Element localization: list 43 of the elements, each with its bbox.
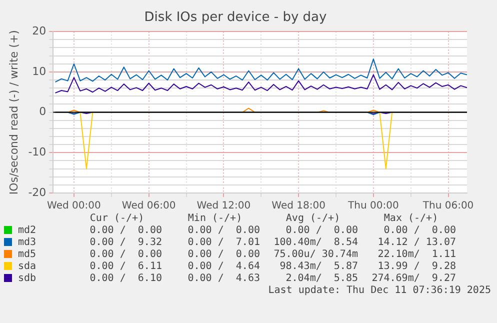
text: 274.69m/ 9.27 <box>370 273 457 285</box>
text: 98.43m/ 5.87 <box>278 261 359 273</box>
text: 0.00 / 0.00 <box>88 225 163 237</box>
y-tick-label: -10 <box>28 146 46 159</box>
x-tick-label: Wed 18:00 <box>272 200 326 212</box>
y-tick-label: 20 <box>32 24 46 38</box>
text: 0.00 / 0.00 <box>186 249 261 261</box>
text: 2.04m/ 5.85 <box>284 273 359 285</box>
legend-label: md5 <box>17 249 38 261</box>
text: Last update: Thu Dec 11 07:36:19 2025 <box>267 285 492 297</box>
y-tick-label: -20 <box>28 186 46 199</box>
text: 0.00 / 6.10 <box>88 273 163 285</box>
y-axis-title: IOs/second read (-) / write (+) <box>7 30 20 195</box>
text: Min (-/+) <box>186 213 244 225</box>
text: 0.00 / 0.00 <box>382 225 457 237</box>
legend-label: md2 <box>17 225 38 237</box>
x-tick-label: Thu 06:00 <box>422 200 474 212</box>
text: 0.00 / 6.11 <box>88 261 163 273</box>
text: Cur (-/+) <box>88 213 146 225</box>
text: 0.00 / 0.00 <box>284 225 359 237</box>
legend-label: sdb <box>17 273 38 285</box>
text: 0.00 / 4.63 <box>186 273 261 285</box>
text: 13.99 / 9.28 <box>376 261 457 273</box>
legend-label: sda <box>17 261 38 273</box>
legend-label: md3 <box>17 237 38 249</box>
x-tick-label: Wed 12:00 <box>196 200 251 212</box>
text: 0.00 / 9.32 <box>88 237 163 249</box>
text: 0.00 / 4.64 <box>186 261 261 273</box>
text: 75.00u/ 30.74m <box>272 249 359 261</box>
text: 14.12 / 13.07 <box>376 237 457 249</box>
text: 100.40m/ 8.54 <box>272 237 359 249</box>
x-tick-label: Wed 06:00 <box>122 200 176 212</box>
text: 22.10m/ 1.11 <box>376 249 457 261</box>
text: 0.00 / 0.00 <box>186 225 261 237</box>
x-tick-label: Thu 00:00 <box>347 200 399 212</box>
text: Max (-/+) <box>382 213 440 225</box>
x-tick-label: Wed 00:00 <box>47 200 101 212</box>
text: Avg (-/+) <box>284 213 342 225</box>
chart-title: Disk IOs per device - by day <box>144 10 328 26</box>
text: 0.00 / 7.01 <box>186 237 261 249</box>
y-tick-label: 10 <box>32 64 46 78</box>
y-tick-label: 0 <box>39 105 46 118</box>
text: 0.00 / 0.00 <box>88 249 163 261</box>
